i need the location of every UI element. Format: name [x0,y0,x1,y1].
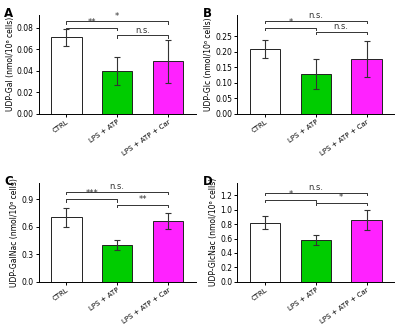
Bar [250,49,280,114]
Y-axis label: UDP-Glc (nmol/10⁶ cells): UDP-Glc (nmol/10⁶ cells) [204,17,213,111]
Bar [351,59,382,114]
Bar [153,61,183,114]
Text: ***: *** [86,189,98,198]
Text: n.s.: n.s. [334,22,349,31]
Bar [351,220,382,281]
Text: **: ** [138,195,147,204]
Text: n.s.: n.s. [135,25,150,35]
Text: B: B [202,7,212,20]
Text: *: * [288,190,292,199]
Bar [300,74,331,114]
Text: n.s.: n.s. [308,183,323,192]
Bar [153,221,183,281]
Text: C: C [4,175,13,188]
Text: *: * [288,18,292,27]
Text: n.s.: n.s. [308,11,323,20]
Bar [51,37,82,114]
Text: **: ** [88,18,96,27]
Text: A: A [4,7,13,20]
Text: n.s.: n.s. [110,182,125,191]
Bar [51,217,82,281]
Text: *: * [115,12,119,20]
Bar [300,240,331,281]
Y-axis label: UDP-Gal (nmol/10⁶ cells): UDP-Gal (nmol/10⁶ cells) [6,17,14,112]
Bar [102,245,132,281]
Bar [250,223,280,281]
Y-axis label: UDP-GalNac (nmol/10⁶ cells): UDP-GalNac (nmol/10⁶ cells) [10,178,20,286]
Y-axis label: UDP-GlcNac (nmol/10⁶ cells): UDP-GlcNac (nmol/10⁶ cells) [209,178,218,286]
Bar [102,71,132,114]
Text: D: D [202,175,212,188]
Text: *: * [339,193,343,202]
